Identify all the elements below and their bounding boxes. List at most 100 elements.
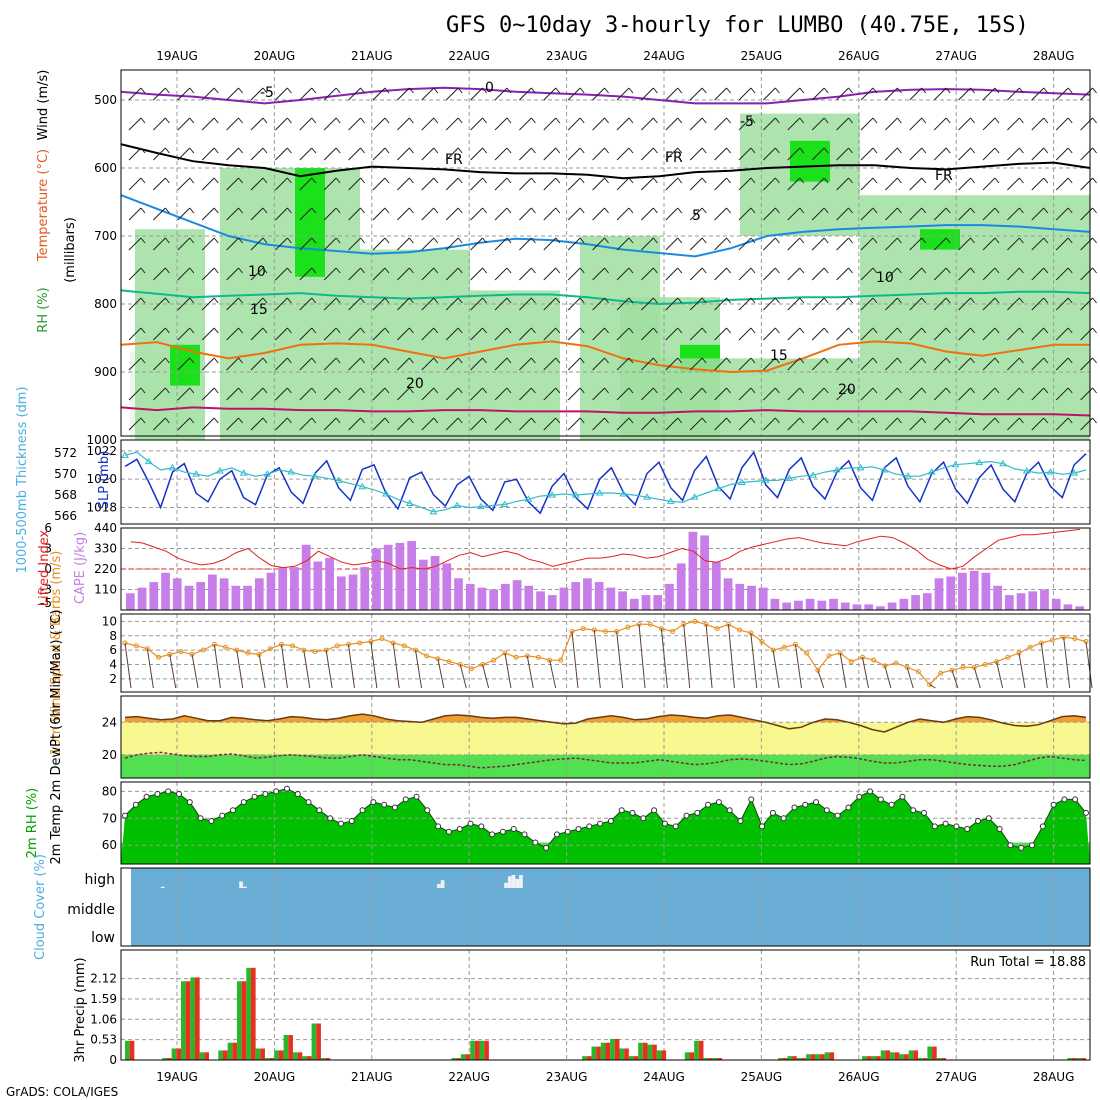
wind-barb-flag	[433, 357, 439, 364]
wind-barb	[811, 207, 825, 221]
wind-barb	[494, 207, 508, 221]
mid-band	[121, 722, 1090, 755]
wind-barb-flag	[653, 177, 658, 184]
wind-barb	[714, 87, 727, 101]
isotherm-label: 20	[406, 376, 424, 392]
isotherm-label: FR	[935, 168, 953, 184]
wind-barb	[153, 417, 166, 431]
date-axis-bottom: 19AUG 20AUG 21AUG 22AUG 23AUG 24AUG 25AUG 26AUG…	[156, 1070, 1074, 1084]
thickness-marker	[666, 497, 675, 504]
wind-barb-flag	[775, 357, 780, 364]
cloud-frame	[120, 867, 1091, 947]
wind-barb	[543, 417, 557, 431]
cape-bar	[887, 602, 897, 610]
precip-bar-total	[880, 1050, 886, 1060]
wind-barb	[1085, 641, 1093, 689]
wind-barb-flag	[384, 177, 390, 184]
wind-barb	[860, 387, 874, 401]
wind-barb-flag	[311, 387, 317, 394]
cape-bar	[430, 555, 440, 610]
wind-barb	[958, 297, 971, 311]
rh-tick-label: 60	[102, 838, 117, 852]
temp-line	[124, 713, 1087, 733]
wind-barb-flag	[262, 237, 268, 244]
wind-barb-flag	[287, 237, 292, 244]
cape-bar	[184, 585, 194, 610]
wind-barb-flag	[262, 297, 268, 304]
wind-barb-flag	[945, 297, 951, 304]
wind-barb	[616, 267, 630, 281]
wind-barb-flag	[189, 237, 195, 244]
wind-barb-flag	[1067, 357, 1073, 364]
precip-bar-total	[684, 1052, 690, 1060]
wind-barb	[543, 387, 557, 401]
wind-barb-flag	[1067, 207, 1073, 214]
li-axis-label: Lifted Index	[37, 529, 52, 606]
wind-barb	[860, 267, 874, 281]
wind-barb-flag	[823, 267, 829, 274]
cape-bar	[313, 561, 323, 610]
rh-marker	[672, 823, 679, 830]
precip-bar-convective	[241, 981, 247, 1060]
wind-barb	[348, 417, 361, 431]
isotherm-line	[120, 86, 1091, 105]
wind-barb	[665, 87, 679, 101]
wind-barb-flag	[287, 357, 292, 364]
precip-bar-convective	[689, 1052, 695, 1060]
wind-barb	[323, 357, 337, 371]
wind-barb	[226, 147, 239, 161]
wind-barb	[689, 357, 703, 371]
wind-barb-flag	[897, 87, 902, 94]
wind-barb-flag	[555, 207, 561, 214]
wind-speed-marker	[893, 660, 899, 666]
cape-bar	[418, 559, 428, 610]
wind-barb	[323, 207, 337, 221]
wind-barb	[1055, 267, 1069, 281]
wind-barb-flag	[775, 297, 780, 304]
wind-barb	[177, 387, 191, 401]
wind-barb	[299, 267, 313, 281]
wind-barb-flag	[140, 117, 146, 124]
thickness-marker	[334, 476, 343, 483]
wind-barb	[421, 177, 435, 191]
wind-barb	[153, 87, 166, 101]
wind-barb-flag	[555, 117, 561, 124]
wind-barb-flag	[823, 117, 829, 124]
date-label-bottom: 21AUG	[351, 1070, 393, 1084]
cape-bar	[1040, 589, 1049, 610]
wind-barb-flag	[287, 207, 292, 214]
wind-barb-flag	[628, 327, 634, 334]
wind-barb	[128, 417, 142, 431]
rh-marker	[143, 793, 150, 800]
wind-barb	[616, 357, 630, 371]
wind-barb	[811, 237, 825, 251]
wind-barb-flag	[506, 207, 512, 214]
rh-marker	[510, 826, 517, 833]
wind-barb	[177, 357, 191, 371]
wind-barb	[299, 327, 313, 341]
wind-barb	[213, 644, 221, 689]
wind-barb-flag	[775, 147, 780, 154]
cape-bar	[606, 587, 616, 610]
wind-barb	[250, 177, 264, 191]
wind-barb	[1007, 237, 1020, 251]
wind-barb	[1031, 357, 1045, 371]
rh-marker	[262, 791, 269, 798]
wind-barb	[519, 237, 532, 251]
rh-marker	[1072, 796, 1079, 803]
wind-barb-flag	[360, 87, 365, 94]
wind-barb	[519, 87, 532, 101]
wind-barb	[885, 237, 898, 251]
y-tick-label: 800	[94, 297, 117, 311]
wind-barb-flag	[531, 207, 536, 214]
wind-barb	[275, 177, 288, 191]
rh-marker	[856, 793, 863, 800]
cloud-bar	[239, 881, 243, 888]
wind-barb	[933, 297, 947, 311]
wind-barb-flag	[628, 237, 634, 244]
wind-barb-flag	[457, 207, 463, 214]
precip-bar-convective	[325, 1058, 331, 1060]
wind-barb	[250, 417, 264, 431]
wind-barb	[1031, 87, 1045, 101]
wind-barb-flag	[384, 357, 390, 364]
